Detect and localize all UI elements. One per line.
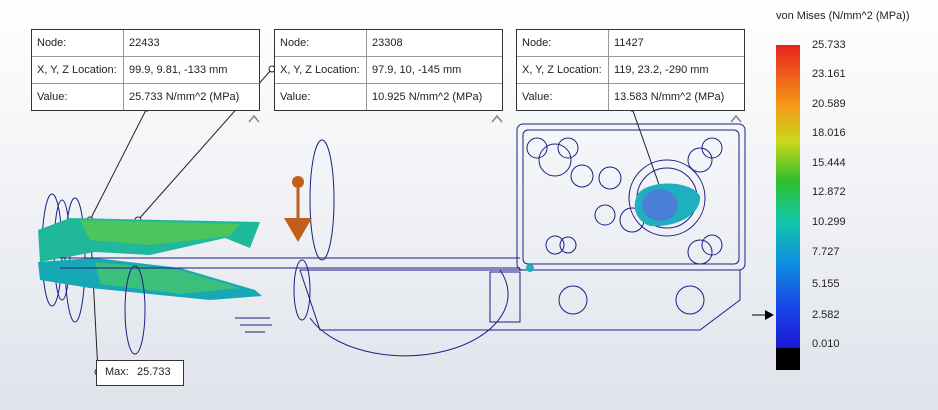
probe-value: 119, 23.2, -290 mm bbox=[608, 56, 744, 84]
probe-label: Node: bbox=[275, 30, 367, 57]
probe-value: 23308 bbox=[366, 30, 502, 57]
probe-box-23308[interactable]: Node: 23308 X, Y, Z Location: 97.9, 10, -1… bbox=[274, 29, 503, 111]
probe-value: 10.925 N/mm^2 (MPa) bbox=[372, 91, 483, 103]
probe-label: Value: bbox=[275, 83, 367, 110]
probe-value: 22433 bbox=[123, 30, 259, 57]
max-value: 25.733 bbox=[137, 366, 171, 378]
legend-tick: 2.582 bbox=[812, 309, 840, 321]
probe-label: Node: bbox=[517, 30, 609, 57]
legend-tick: 0.010 bbox=[812, 338, 840, 350]
probe-label: X, Y, Z Location: bbox=[517, 56, 609, 84]
probe-value: 13.583 N/mm^2 (MPa) bbox=[614, 91, 725, 103]
legend-tick: 25.733 bbox=[812, 39, 846, 51]
chevron-up-icon[interactable] bbox=[248, 114, 742, 123]
legend-tick: 12.872 bbox=[812, 186, 846, 198]
legend-tick: 23.161 bbox=[812, 68, 846, 80]
probe-label: Value: bbox=[517, 83, 609, 110]
probe-value: 11427 bbox=[608, 30, 744, 57]
legend-tick: 15.444 bbox=[812, 157, 846, 169]
legend-tick: 18.016 bbox=[812, 127, 846, 139]
legend-tick: 5.155 bbox=[812, 278, 840, 290]
stress-contour-hub-core bbox=[642, 189, 678, 221]
probe-label: Value: bbox=[32, 83, 124, 110]
wireframe-assembly bbox=[60, 123, 746, 357]
legend-below-range-swatch bbox=[776, 348, 800, 370]
stress-contour-pin bbox=[526, 264, 534, 272]
probe-box-11427[interactable]: Node: 11427 X, Y, Z Location: 119, 23.2, -… bbox=[516, 29, 745, 111]
max-label: Max: bbox=[105, 366, 129, 378]
probe-value: 97.9, 10, -145 mm bbox=[366, 56, 502, 84]
probe-value: 25.733 N/mm^2 (MPa) bbox=[129, 91, 240, 103]
probe-label: X, Y, Z Location: bbox=[275, 56, 367, 84]
probe-box-22433[interactable]: Node: 22433 X, Y, Z Location: 99.9, 9.81, … bbox=[31, 29, 260, 111]
legend-tick: 20.589 bbox=[812, 98, 846, 110]
stress-contour-part bbox=[38, 193, 272, 355]
legend-tick: 7.727 bbox=[812, 246, 840, 258]
load-arrow-icon[interactable] bbox=[284, 176, 312, 242]
legend-pointer-icon bbox=[752, 310, 774, 320]
max-probe-box[interactable]: Max: 25.733 bbox=[96, 360, 184, 386]
probe-value: 99.9, 9.81, -133 mm bbox=[123, 56, 259, 84]
legend-tick: 10.299 bbox=[812, 216, 846, 228]
probe-label: X, Y, Z Location: bbox=[32, 56, 124, 84]
legend-title: von Mises (N/mm^2 (MPa)) bbox=[776, 10, 910, 22]
legend-color-bar bbox=[776, 45, 800, 348]
probe-label: Node: bbox=[32, 30, 124, 57]
